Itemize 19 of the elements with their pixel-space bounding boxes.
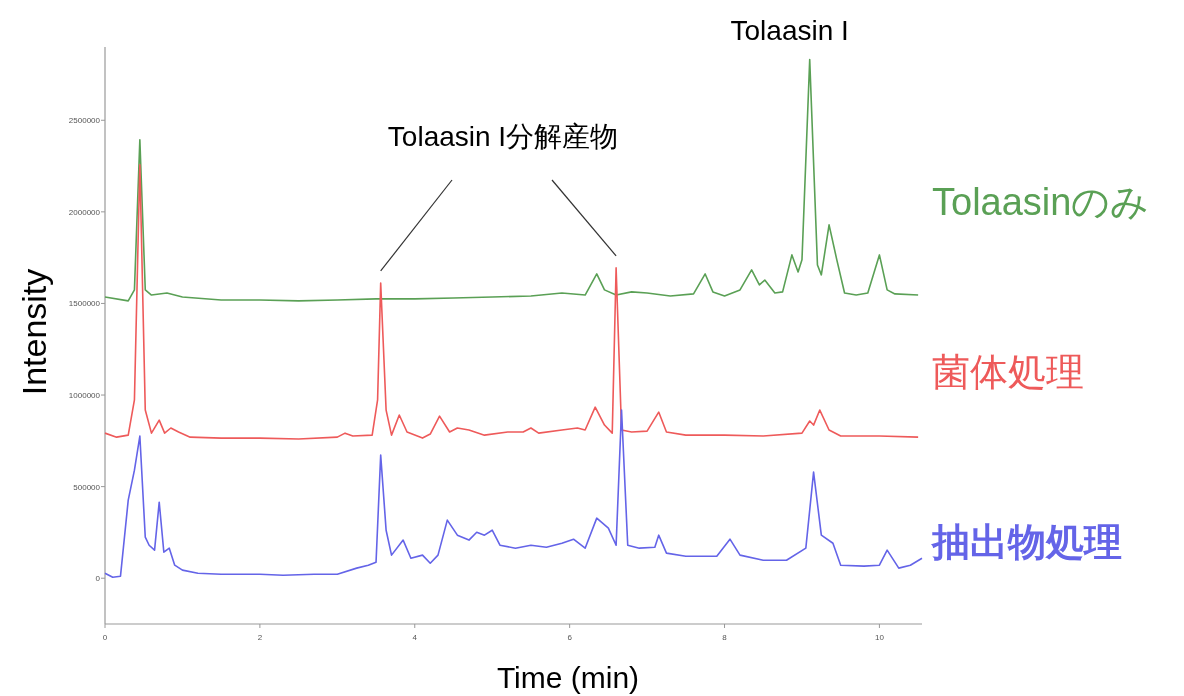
x-tick-label: 0	[102, 633, 108, 642]
y-tick-label: 1500000	[68, 299, 101, 309]
y-tick-label: 500000	[73, 482, 101, 492]
y-tick-label: 1000000	[68, 391, 101, 401]
x-tick-label: 4	[412, 633, 418, 642]
x-axis-title: Time (min)	[496, 661, 640, 694]
x-tick-label: 2	[257, 633, 263, 642]
y-tick-label: 2000000	[68, 207, 101, 217]
series-label: 菌体処理	[932, 351, 1084, 393]
annotation: Tolaasin I	[730, 14, 849, 46]
x-tick-label: 10	[874, 633, 885, 642]
annotation: Tolaasin I分解産物	[387, 121, 619, 152]
x-tick-label: 8	[722, 633, 728, 642]
series-label: 抽出物処理	[930, 521, 1122, 563]
y-tick-label: 2500000	[68, 116, 101, 126]
y-axis-title: Intensity	[15, 268, 53, 396]
series-label: Tolaasinのみ	[932, 181, 1150, 223]
x-tick-label: 6	[567, 633, 573, 642]
y-tick-label: 0	[95, 574, 101, 584]
